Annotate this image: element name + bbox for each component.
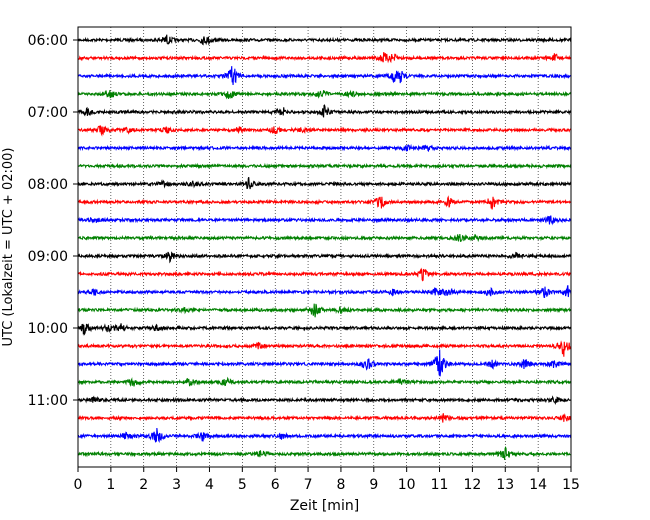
x-tick-label: 5 xyxy=(238,477,247,493)
trace-1145 xyxy=(77,446,572,461)
trace-0700 xyxy=(77,104,572,118)
x-tick-label: 0 xyxy=(74,477,83,493)
trace-1015 xyxy=(77,340,572,357)
x-tick-label: 13 xyxy=(496,477,514,493)
x-tick-label: 6 xyxy=(271,477,280,493)
x-axis-label: Zeit [min] xyxy=(290,498,359,514)
x-tick-label: 2 xyxy=(139,477,148,493)
x-tick-label: 12 xyxy=(463,477,481,493)
y-tick-label: 07:00 xyxy=(28,105,68,121)
y-axis-label: UTC (Lokalzeit = UTC + 02:00) xyxy=(1,148,16,347)
x-tick-label: 4 xyxy=(205,477,214,493)
trace-0930 xyxy=(77,285,572,298)
trace-0830 xyxy=(77,215,572,226)
x-tick-label: 8 xyxy=(336,477,345,493)
trace-0730 xyxy=(77,143,572,152)
trace-0845 xyxy=(77,234,572,243)
trace-1045 xyxy=(77,376,572,387)
x-tick-label: 15 xyxy=(562,477,580,493)
x-tick-label: 1 xyxy=(106,477,115,493)
trace-0715 xyxy=(77,125,572,137)
seismic-traces xyxy=(77,34,572,461)
y-tick-label: 06:00 xyxy=(28,33,68,49)
trace-1130 xyxy=(77,427,572,443)
y-tick-label: 08:00 xyxy=(28,177,68,193)
trace-0915 xyxy=(77,267,572,282)
trace-0815 xyxy=(77,195,572,210)
trace-1000 xyxy=(77,322,572,336)
trace-0630 xyxy=(77,66,572,85)
y-axis-ticks: 06:00 07:00 08:00 09:00 10:00 11:00 xyxy=(28,33,78,409)
y-tick-label: 11:00 xyxy=(28,393,68,409)
x-tick-label: 9 xyxy=(369,477,378,493)
trace-0615 xyxy=(77,52,572,64)
plot-frame xyxy=(77,26,572,468)
trace-0745 xyxy=(77,162,572,170)
trace-1115 xyxy=(77,413,572,423)
trace-0900 xyxy=(77,251,572,264)
trace-0600 xyxy=(77,34,572,46)
x-tick-label: 7 xyxy=(304,477,313,493)
trace-0645 xyxy=(77,89,572,100)
trace-0800 xyxy=(77,176,572,190)
x-tick-label: 3 xyxy=(172,477,181,493)
trace-0945 xyxy=(77,303,572,318)
x-tick-label: 10 xyxy=(398,477,416,493)
trace-1100 xyxy=(77,395,572,406)
x-axis-ticks: 0 1 2 3 4 5 6 7 8 9 10 11 12 13 14 15 xyxy=(74,467,580,493)
y-tick-label: 10:00 xyxy=(28,321,68,337)
x-tick-label: 14 xyxy=(529,477,547,493)
trace-1030 xyxy=(77,349,572,377)
x-tick-label: 11 xyxy=(431,477,449,493)
y-tick-label: 09:00 xyxy=(28,249,68,265)
